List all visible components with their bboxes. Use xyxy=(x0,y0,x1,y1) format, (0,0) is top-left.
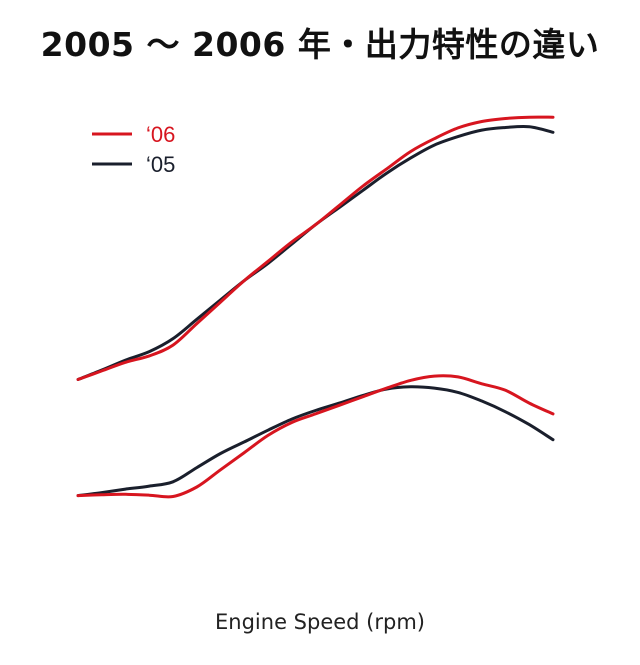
series-line-06-lower xyxy=(76,374,555,499)
x-axis-label: Engine Speed (rpm) xyxy=(215,610,425,634)
series-lines xyxy=(76,115,555,499)
legend-label-06: ‘06 xyxy=(146,122,175,147)
legend-label-05: ‘05 xyxy=(146,152,175,177)
series-line-06-upper xyxy=(76,115,555,381)
chart-title: 2005 〜 2006 年・出力特性の違い xyxy=(40,25,600,64)
series-line-05-lower xyxy=(76,385,555,498)
legend: ‘06 ‘05 xyxy=(92,122,175,177)
